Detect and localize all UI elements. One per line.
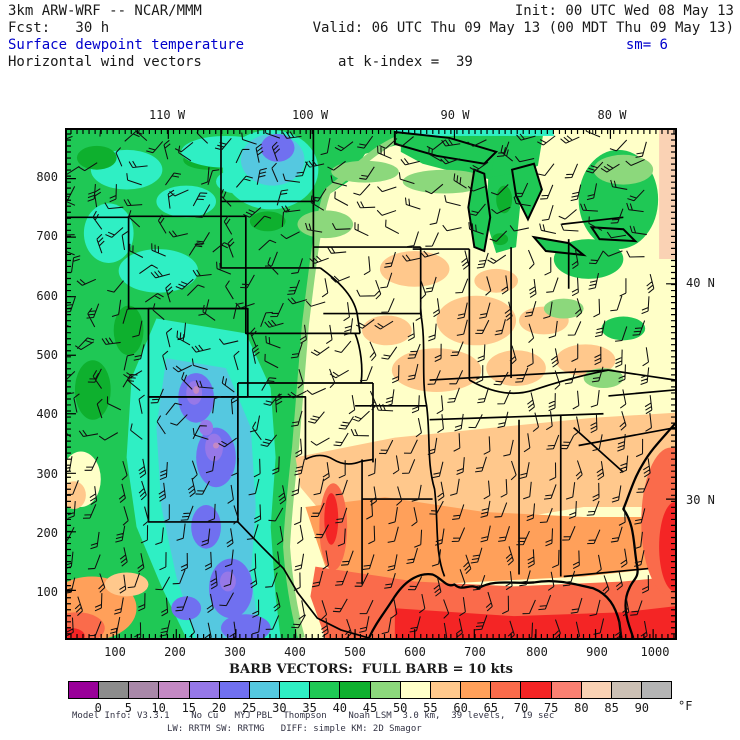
great-lakes (393, 130, 638, 257)
bottom-axis-label: 400 (284, 645, 306, 659)
left-axis-label: 700 (36, 229, 58, 243)
colorbar-segment (581, 682, 612, 698)
colorbar-segment (69, 682, 100, 698)
bottom-axis-label: 800 (526, 645, 548, 659)
colorbar-segment (340, 682, 371, 698)
left-axis-label: 300 (36, 467, 58, 481)
colorbar-tick-label: 60 (453, 701, 468, 715)
bottom-axis-label: 600 (404, 645, 426, 659)
wind-barbs (67, 130, 655, 638)
colorbar-segment (249, 682, 281, 698)
colorbar-tick-label: 10 (151, 701, 166, 715)
colorbar-unit: °F (678, 699, 693, 713)
coastline (367, 422, 675, 638)
colorbar-tick-label: 30 (272, 701, 287, 715)
bottom-axis-label: 200 (164, 645, 186, 659)
colorbar-tick-label: 70 (513, 701, 529, 715)
colorbar-tick-label: 90 (634, 701, 650, 715)
colorbar-tick-label: 40 (332, 701, 348, 715)
colorbar-tick-label: 65 (483, 701, 499, 715)
bottom-axis-label: 900 (586, 645, 608, 659)
colorbar-segment (310, 682, 341, 698)
colorbar-tick-label: 25 (241, 701, 257, 715)
colorbar-tick-label: 85 (604, 701, 619, 715)
right-axis-label: 30 N (686, 493, 715, 507)
right-axis-label: 40 N (686, 276, 715, 290)
colorbar-tick-label: 15 (181, 701, 197, 715)
colorbar-segment (129, 682, 160, 698)
colorbar-segment (521, 682, 552, 698)
colorbar-segment (159, 682, 190, 698)
colorbar-tick-label: 35 (302, 701, 317, 715)
top-axis-label: 80 W (597, 108, 627, 122)
colorbar-tick-label: 75 (543, 701, 559, 715)
dewpoint-map (67, 130, 675, 638)
left-axis-label: 400 (36, 407, 58, 421)
top-axis-label: 90 W (440, 108, 470, 122)
colorbar-segment (491, 682, 522, 698)
model-title: 3km ARW-WRF -- NCAR/MMM (8, 3, 202, 19)
bottom-axis-label: 100 (104, 645, 126, 659)
bottom-axis-label: 700 (464, 645, 486, 659)
colorbar-tick-label: 55 (423, 701, 438, 715)
colorbar-segment (641, 682, 672, 698)
left-axis-label: 100 (36, 585, 58, 599)
smoothing-label: sm= 6 (625, 37, 668, 53)
field-fill (67, 130, 675, 638)
barb-vectors-caption: BARB VECTORS: FULL BARB = 10 kts (229, 662, 513, 677)
colorbar-segment (430, 682, 462, 698)
colorbar-segment (189, 682, 220, 698)
k-index-label: at k-index = 39 (338, 54, 473, 70)
left-axis-label: 800 (36, 170, 58, 184)
left-axis-label: 500 (36, 348, 58, 362)
colorbar-segment (280, 682, 311, 698)
colorbar-tick-label: 20 (211, 701, 227, 715)
left-axis-label: 200 (36, 526, 58, 540)
colorbar-segment (370, 682, 401, 698)
colorbar-tick-label: 50 (392, 701, 408, 715)
left-axis-label: 600 (36, 289, 58, 303)
colorbar-tick-label: 80 (574, 701, 589, 715)
colorbar-segment (99, 682, 130, 698)
map-frame (65, 128, 677, 640)
valid-time: Valid: 06 UTC Thu 09 May 13 (00 MDT Thu … (312, 20, 734, 36)
colorbar-segment (400, 682, 431, 698)
colorbar-tick-label: 45 (362, 701, 378, 715)
colorbar-segment (551, 682, 582, 698)
field-subtitle: Horizontal wind vectors (8, 54, 202, 70)
dewpoint-colorbar (68, 681, 672, 699)
colorbar-segment (611, 682, 642, 698)
init-time: Init: 00 UTC Wed 08 May 13 (514, 3, 734, 19)
colorbar-tick-label: 5 (124, 701, 133, 715)
colorbar-segment (219, 682, 250, 698)
colorbar-segment (461, 682, 492, 698)
bottom-axis-label: 300 (224, 645, 246, 659)
top-axis-label: 100 W (291, 108, 329, 122)
model-info-line2: LW: RRTM SW: RRTMG DIFF: simple KM: 2D S… (167, 724, 422, 734)
forecast-hour: Fcst: 30 h (8, 20, 110, 36)
model-info-line1: Model Info: V3.3.1 No Cu MYJ PBL Thompso… (72, 711, 555, 721)
bottom-axis-label: 500 (344, 645, 366, 659)
bottom-axis-label: 1000 (640, 645, 670, 659)
field-title: Surface dewpoint temperature (8, 37, 245, 53)
colorbar-tick-label: 0 (94, 701, 102, 715)
top-axis-label: 110 W (148, 108, 186, 122)
frame-ticks (67, 130, 675, 638)
